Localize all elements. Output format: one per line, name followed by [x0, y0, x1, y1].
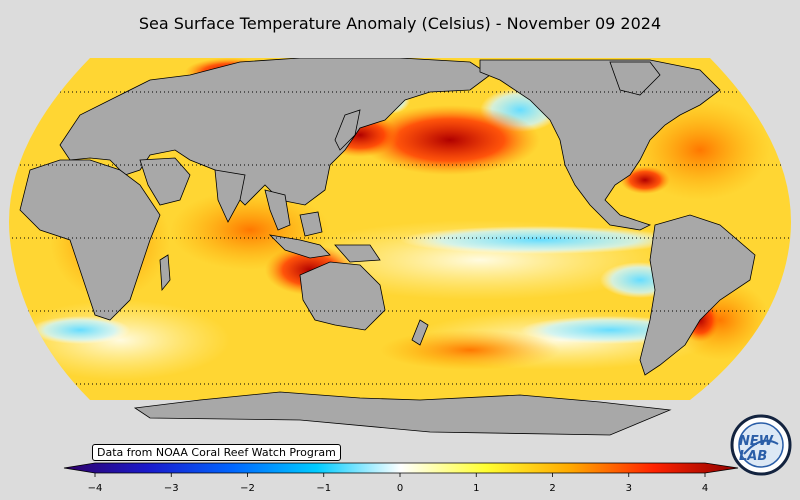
colorbar-tick-label: −3 — [163, 483, 179, 494]
land-new-guinea — [334, 244, 381, 263]
colorbar-tick-label: 2 — [549, 483, 556, 494]
land-japan — [334, 109, 361, 151]
colorbar-tick-label: 1 — [473, 483, 480, 494]
ocean-field — [9, 58, 791, 400]
colorbar-tick-label: −1 — [316, 483, 332, 494]
colorbar-tick-label: −4 — [87, 483, 103, 494]
land-antarctica — [133, 391, 672, 436]
colorbar-tick-label: 3 — [625, 483, 632, 494]
land-se-asia — [264, 189, 291, 231]
colorbar-tick-label: 4 — [701, 483, 709, 494]
land-borneo — [299, 211, 323, 237]
land-madagascar — [159, 254, 171, 292]
colorbar — [63, 462, 739, 477]
colorbar-tick-label: −2 — [240, 483, 255, 494]
source-note: Data from NOAA Coral Reef Watch Program — [92, 444, 341, 461]
land-greenland — [609, 61, 661, 96]
map-title: Sea Surface Temperature Anomaly (Celsius… — [138, 14, 662, 33]
land-south-america — [639, 214, 756, 376]
land-arabia — [139, 157, 191, 206]
colorbar-tick-label: 0 — [396, 483, 404, 494]
newlab-logo-text: NEW LAB — [739, 434, 774, 464]
land-north-america — [479, 59, 721, 231]
colorbar-fill — [63, 462, 739, 474]
land-australia — [299, 261, 386, 331]
land-new-zealand — [411, 319, 429, 346]
land-india — [214, 169, 246, 223]
newlab-logo — [730, 414, 792, 476]
land-indonesia — [268, 234, 331, 259]
graticule — [9, 91, 791, 385]
land-masses — [19, 58, 756, 376]
